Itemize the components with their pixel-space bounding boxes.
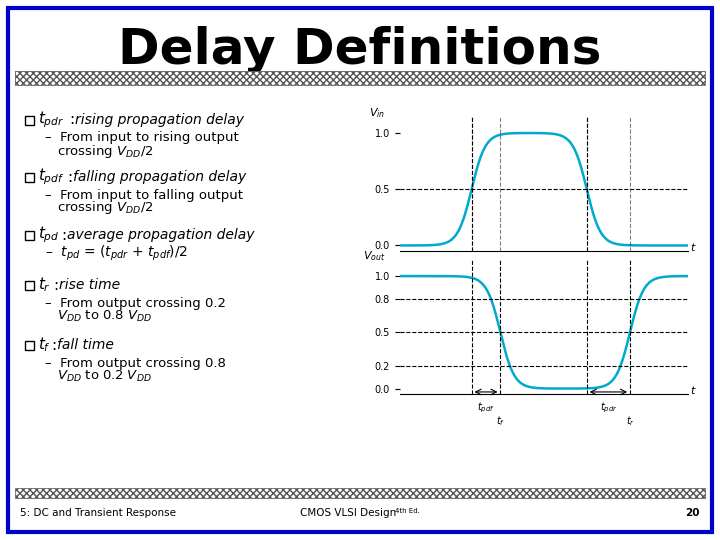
Bar	[15, 71, 705, 85]
Bar	[25, 172, 34, 181]
Text: –  From input to rising output: – From input to rising output	[45, 132, 239, 145]
Text: 5: DC and Transient Response: 5: DC and Transient Response	[20, 508, 176, 518]
Text: rising propagation delay: rising propagation delay	[75, 113, 244, 127]
Text: rise time: rise time	[59, 278, 120, 292]
Text: 4th Ed.: 4th Ed.	[395, 508, 420, 514]
Text: falling propagation delay: falling propagation delay	[73, 170, 246, 184]
Text: –  From output crossing 0.8: – From output crossing 0.8	[45, 356, 226, 369]
Text: $t_{pd}$: $t_{pd}$	[38, 225, 60, 245]
Bar	[25, 280, 34, 289]
Text: t: t	[690, 242, 695, 253]
Text: $t_{pdf}$: $t_{pdf}$	[477, 401, 495, 415]
FancyBboxPatch shape	[8, 8, 712, 532]
Text: $t_{pdr}$: $t_{pdr}$	[38, 110, 65, 130]
Text: $V_{DD}$ to 0.8 $V_{DD}$: $V_{DD}$ to 0.8 $V_{DD}$	[57, 308, 152, 323]
Text: crossing $V_{DD}$/2: crossing $V_{DD}$/2	[57, 199, 153, 217]
Text: :: :	[54, 278, 64, 293]
Text: t: t	[690, 386, 695, 396]
Bar	[25, 231, 34, 240]
Text: $t_r$: $t_r$	[626, 415, 634, 428]
Text: $t_{pdf}$: $t_{pdf}$	[38, 167, 65, 187]
Text: :: :	[70, 112, 80, 127]
Text: $t_r$: $t_r$	[38, 275, 51, 294]
Text: $V_{DD}$ to 0.2 $V_{DD}$: $V_{DD}$ to 0.2 $V_{DD}$	[57, 368, 152, 383]
Text: crossing $V_{DD}$/2: crossing $V_{DD}$/2	[57, 143, 153, 159]
Bar	[15, 71, 705, 85]
Text: $t_{pdr}$: $t_{pdr}$	[600, 401, 617, 415]
Bar	[25, 341, 34, 349]
Text: –  From input to falling output: – From input to falling output	[45, 188, 243, 201]
Text: :: :	[62, 227, 72, 242]
Text: $V_{out}$: $V_{out}$	[363, 249, 385, 263]
Text: :: :	[52, 338, 62, 353]
Text: average propagation delay: average propagation delay	[67, 228, 254, 242]
Text: Delay Definitions: Delay Definitions	[118, 26, 602, 74]
Text: fall time: fall time	[57, 338, 114, 352]
Text: –  From output crossing 0.2: – From output crossing 0.2	[45, 296, 226, 309]
Text: –  $t_{pd}$ = ($t_{pdr}$ + $t_{pdf}$)/2: – $t_{pd}$ = ($t_{pdr}$ + $t_{pdf}$)/2	[45, 244, 188, 262]
Bar	[15, 488, 705, 498]
Text: :: :	[68, 170, 78, 185]
Text: $V_{in}$: $V_{in}$	[369, 106, 385, 120]
Text: CMOS VLSI Design: CMOS VLSI Design	[300, 508, 396, 518]
Text: $t_f$: $t_f$	[38, 336, 51, 354]
Text: $t_f$: $t_f$	[496, 415, 505, 428]
Text: 20: 20	[685, 508, 700, 518]
Bar	[25, 116, 34, 125]
